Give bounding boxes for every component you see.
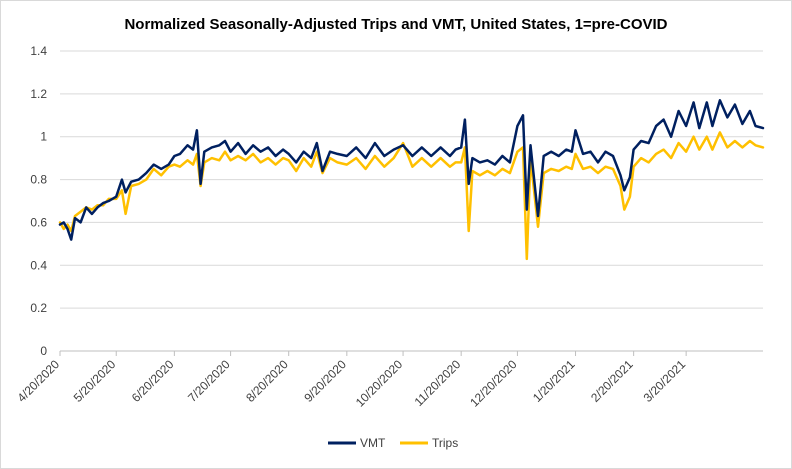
series-line-vmt — [58, 99, 765, 241]
y-tick-label: 0.6 — [30, 215, 47, 229]
x-tick-label: 7/20/2020 — [185, 357, 233, 405]
x-tick-label: 8/20/2020 — [243, 357, 291, 405]
series-lines — [58, 99, 765, 261]
x-tick-label: 1/20/2021 — [530, 357, 578, 405]
x-tick-label: 11/20/2020 — [412, 357, 464, 409]
x-axis-ticks: 4/20/2020 5/20/2020 6/20/2020 7/20/2020 8/20… — [14, 351, 688, 410]
x-tick-label: 6/20/2020 — [129, 357, 177, 405]
y-tick-label: 1.2 — [30, 87, 47, 101]
x-tick-label: 4/20/2020 — [14, 357, 62, 405]
y-axis-ticks: 0 0.2 0.4 0.6 0.8 1 1.2 1.4 — [30, 44, 47, 358]
series-line-trips — [58, 131, 765, 261]
y-tick-label: 0.8 — [30, 173, 47, 187]
legend: VMT Trips — [328, 436, 458, 450]
x-tick-label: 2/20/2021 — [588, 357, 636, 405]
chart-title: Normalized Seasonally-Adjusted Trips and… — [124, 16, 667, 33]
y-tick-label: 1 — [40, 130, 47, 144]
x-tick-label: 3/20/2021 — [641, 357, 689, 405]
x-tick-label: 9/20/2020 — [301, 357, 349, 405]
x-tick-label: 10/20/2020 — [353, 357, 406, 410]
y-tick-label: 0 — [40, 344, 47, 358]
x-tick-label: 5/20/2020 — [71, 357, 119, 405]
y-tick-label: 0.4 — [30, 258, 47, 272]
y-tick-label: 0.2 — [30, 301, 47, 315]
gridlines — [60, 50, 763, 352]
legend-label-trips: Trips — [432, 436, 458, 450]
y-tick-label: 1.4 — [30, 44, 47, 58]
x-tick-label: 12/20/2020 — [467, 357, 520, 410]
legend-label-vmt: VMT — [360, 436, 386, 450]
